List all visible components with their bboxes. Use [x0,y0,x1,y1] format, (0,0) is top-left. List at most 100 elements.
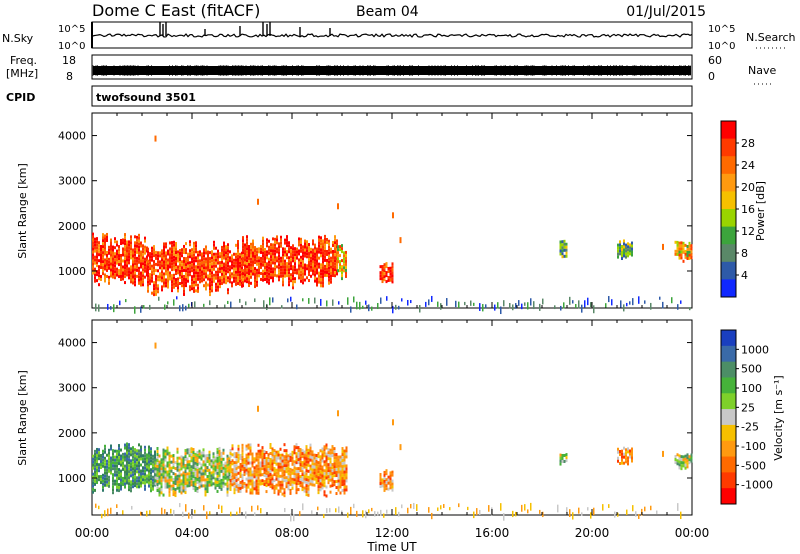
scatter-cell [321,468,324,472]
scatter-cell [323,475,326,479]
scatter-cell [383,488,386,492]
scatter-cell [272,243,274,247]
scatter-cell [323,484,326,488]
scatter-cell [119,300,121,306]
scatter-cell [313,456,316,460]
scatter-cell [126,273,128,277]
scatter-cell [623,239,625,243]
scatter-cell [106,453,108,457]
colorbar-swatch [721,345,736,363]
scatter-cell [380,297,382,304]
scatter-cell [171,265,173,269]
scatter-cell [164,473,167,477]
scatter-cell [268,275,270,279]
scatter-cell [497,302,499,309]
scatter-cell [194,476,197,480]
scatter-cell [337,485,340,489]
scatter-cell [149,510,151,515]
scatter-cell [339,482,342,486]
scatter-cell [110,253,112,257]
scatter-cell [160,470,163,474]
scatter-cell [147,259,149,263]
scatter-cell [280,244,282,248]
scatter-cell [509,303,511,309]
scatter-cell [308,267,310,271]
scatter-cell [250,257,252,261]
scatter-cell [104,480,106,484]
scatter-cell [142,469,144,473]
scatter-cell [521,303,523,310]
scatter-cell [171,280,173,284]
scatter-cell [213,255,215,259]
scatter-cell [120,259,122,263]
colorbar-swatch [721,279,736,298]
scatter-cell [339,476,342,480]
colorbar-swatch [721,191,736,210]
scatter-cell [237,282,239,286]
scatter-cell [260,247,262,251]
scatter-cell [281,492,284,496]
scatter-cell [205,275,207,279]
scatter-cell [686,254,689,258]
scatter-cell [216,468,219,472]
scatter-cell [132,476,134,480]
scatter-cell [156,455,159,459]
scatter-cell [306,264,308,268]
scatter-cell [249,467,252,471]
scatter-cell [302,278,304,282]
scatter-cell [172,454,175,458]
scatter-cell [181,284,183,288]
scatter-cell [309,458,312,462]
scatter-cell [321,450,324,454]
scatter-cell [108,266,110,270]
scatter-cell [257,461,260,465]
scatter-cell [116,455,118,459]
scatter-cell [425,301,427,307]
scatter-cell [323,460,326,464]
scatter-cell [269,466,272,470]
scatter-cell [130,486,132,490]
scatter-cell [150,474,152,478]
scatter-cell [284,274,286,278]
scatter-cell [268,266,270,270]
scatter-cell [183,280,185,284]
scatter-cell [356,510,358,517]
scatter-cell [334,265,336,269]
scatter-cell [140,271,142,275]
scatter-cell [263,453,266,457]
scatter-cell [345,476,348,480]
scatter-cell [163,278,165,282]
scatter-cell [266,271,268,275]
scatter-cell [688,455,691,459]
scatter-cell [602,504,604,511]
scatter-cell [116,258,118,262]
scatter-cell [345,470,348,474]
scatter-cell [140,484,142,488]
scatter-cell [261,467,264,471]
scatter-cell [336,263,338,267]
scatter-cell [168,469,171,473]
scatter-cell [293,463,296,467]
scatter-cell [680,300,682,304]
scatter-cell [246,259,248,263]
scatter-cell [96,258,98,262]
scatter-cell [252,269,254,273]
scatter-cell [251,488,254,492]
scatter-cell [136,262,138,266]
scatter-cell [247,455,250,459]
scatter-cell [539,509,541,514]
scatter-cell [315,468,318,472]
scatter-cell [237,276,239,280]
scatter-cell [116,467,118,471]
scatter-cell [257,473,260,477]
scatter-cell [124,236,126,240]
colorbar-swatch [721,440,736,458]
scatter-cell [329,448,332,452]
scatter-cell [94,458,96,462]
scatter-cell [350,506,352,515]
scatter-cell [308,270,310,274]
scatter-cell [258,256,260,260]
scatter-cell [189,240,191,244]
scatter-cell [219,252,221,256]
scatter-cell [203,284,205,288]
